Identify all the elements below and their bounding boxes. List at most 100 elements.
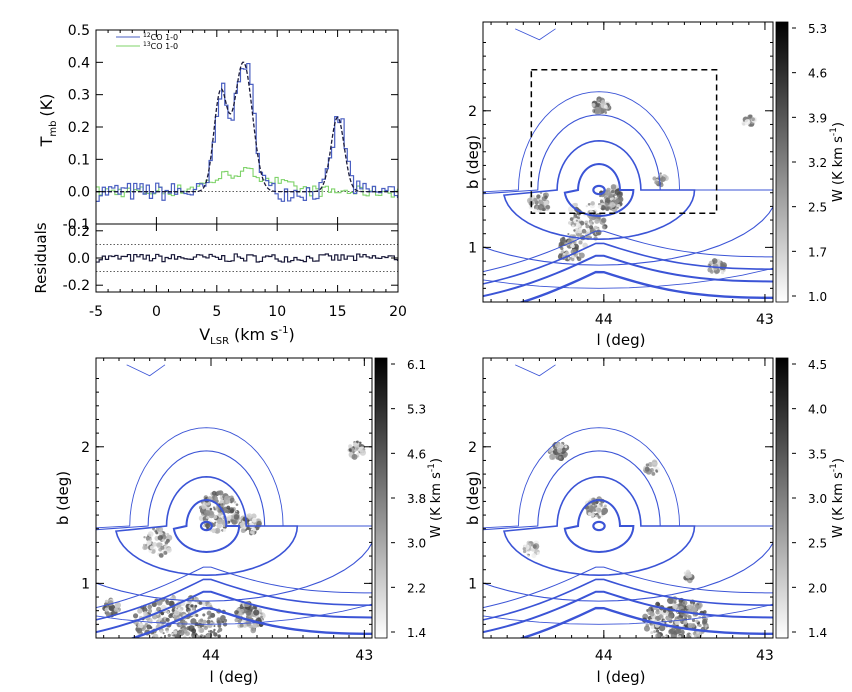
emission-pixel: [246, 513, 253, 519]
emission-pixel: [549, 453, 556, 461]
emission-pixel: [573, 227, 580, 234]
emission-pixel: [601, 511, 606, 516]
emission-pixel: [594, 514, 598, 518]
spectrum-ylabel: Tmb (K): [37, 94, 59, 148]
emission-pixel: [569, 217, 574, 222]
map-xtick-label: 43: [355, 648, 373, 664]
map1-colorbar: [775, 21, 789, 303]
emission-pixel: [166, 532, 170, 536]
emission-pixel: [158, 642, 160, 644]
emission-pixel: [677, 639, 681, 643]
emission-pixel: [751, 117, 755, 121]
map-xtick-label: 44: [202, 648, 220, 664]
emission-pixel: [356, 447, 359, 450]
emission-pixel: [220, 614, 226, 621]
emission-pixel: [356, 452, 360, 456]
colorbar-tick-label: 1.0: [808, 290, 827, 304]
emission-pixel: [658, 614, 663, 618]
emission-pixel: [695, 619, 699, 623]
spectrum-xlabel: VLSR (km s-1): [199, 325, 295, 347]
emission-pixel: [647, 608, 651, 612]
emission-pixel: [149, 545, 155, 550]
spectrum-xlabel-unit: (km s: [234, 325, 279, 344]
emission-pixel: [165, 630, 169, 634]
colorbar-tick-label: 3.0: [808, 492, 827, 506]
emission-pixel: [596, 507, 602, 513]
emission-pixel: [201, 638, 206, 643]
emission-pixel: [233, 514, 240, 520]
residual-ytick-label: 0.0: [68, 251, 90, 267]
map3-contours: [483, 364, 773, 638]
emission-pixel: [218, 490, 224, 496]
contour-loop: [96, 450, 372, 602]
contour-arch: [483, 590, 773, 634]
emission-pixel: [240, 528, 246, 534]
emission-pixel: [571, 224, 575, 228]
colorbar-tick-label: 1.7: [808, 245, 827, 259]
map-ytick-label: 2: [468, 440, 477, 456]
emission-pixel: [221, 620, 225, 624]
emission-pixel: [670, 638, 675, 643]
emission-pixel: [676, 640, 680, 644]
emission-pixel: [564, 251, 570, 256]
emission-pixel: [686, 604, 692, 610]
emission-pixel: [108, 606, 114, 612]
spectrum-xtick-label: 20: [389, 304, 407, 320]
emission-pixel: [145, 543, 148, 547]
emission-pixel: [348, 444, 353, 449]
colorbar-tick-label: 6.1: [407, 358, 426, 372]
emission-pixel: [210, 612, 216, 618]
emission-pixel: [678, 635, 682, 638]
emission-pixel: [602, 225, 606, 229]
emission-pixel: [742, 122, 746, 126]
emission-pixel: [137, 608, 143, 614]
emission-pixel: [235, 503, 239, 506]
emission-pixel: [668, 629, 673, 633]
contour-arch: [483, 254, 773, 298]
contour-loop: [199, 520, 213, 532]
spectrum-axes-frame: [95, 29, 399, 225]
contour-loop: [172, 499, 241, 553]
emission-pixel: [253, 609, 260, 616]
emission-pixel: [133, 613, 139, 619]
map1-axes-frame: [482, 21, 774, 303]
map1-ylabel: b (deg): [464, 135, 482, 189]
emission-pixel: [594, 218, 600, 224]
emission-pixel: [114, 601, 121, 609]
emission-pixel: [570, 244, 574, 248]
emission-pixel: [153, 529, 156, 532]
emission-pixel: [182, 636, 188, 638]
emission-pixel: [233, 500, 237, 504]
emission-pixel: [587, 202, 591, 206]
emission-pixel: [204, 502, 207, 505]
emission-pixel: [545, 204, 551, 210]
emission-pixel: [189, 645, 192, 648]
emission-pixel: [253, 606, 258, 610]
map2-ylabel: b (deg): [54, 471, 72, 525]
emission-pixel: [533, 208, 538, 213]
emission-pixel: [358, 443, 362, 447]
spectrum-xtick-label: 5: [212, 304, 221, 320]
emission-pixel: [190, 604, 194, 608]
spectrum-panel: -0.1 0.0 0.1 0.2 0.3 0.4 0.5 12CO 1-0 13CO 1-0…: [32, 23, 407, 347]
emission-pixel: [593, 225, 598, 230]
emission-pixel: [586, 229, 591, 233]
emission-pixel: [683, 614, 688, 619]
emission-pixel: [166, 547, 172, 553]
emission-pixel: [604, 111, 608, 114]
spectrum-ytick-label: 0.5: [68, 23, 90, 39]
map-xtick-label: 43: [756, 648, 774, 664]
emission-pixel: [164, 641, 170, 647]
emission-pixel: [654, 180, 659, 185]
emission-pixel: [616, 203, 621, 208]
emission-pixel: [216, 630, 220, 633]
emission-pixel: [170, 596, 174, 600]
map3-ticks: 44 43 2 1: [468, 358, 774, 664]
emission-pixel: [590, 512, 595, 517]
emission-pixel: [575, 222, 581, 228]
emission-pixel: [528, 198, 532, 202]
emission-pixel: [591, 102, 596, 107]
emission-pixel: [558, 241, 564, 247]
emission-pixel: [554, 442, 560, 448]
emission-pixel: [610, 184, 617, 190]
